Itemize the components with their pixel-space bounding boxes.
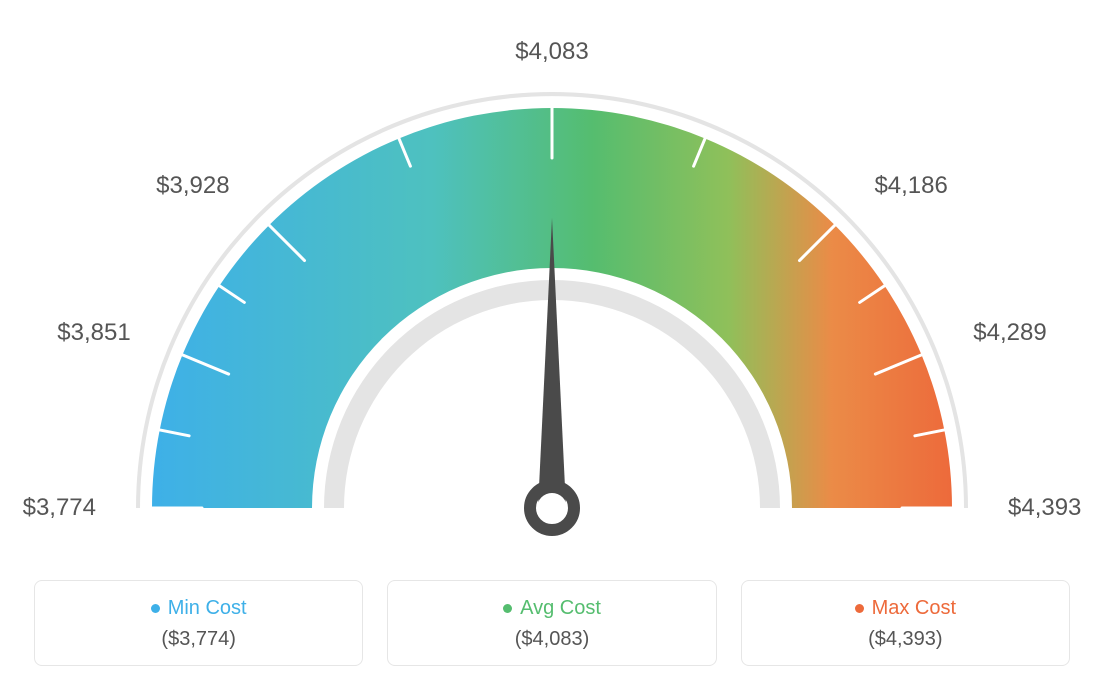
gauge-svg [102, 10, 1002, 570]
legend-title-max-text: Max Cost [872, 597, 956, 620]
legend-title-avg: Avg Cost [503, 597, 601, 620]
gauge-tick-label: $4,083 [512, 38, 592, 66]
legend-title-avg-text: Avg Cost [520, 597, 601, 620]
legend-dot-min [151, 604, 160, 613]
legend-value-min: ($3,774) [45, 628, 352, 651]
legend-row: Min Cost ($3,774) Avg Cost ($4,083) Max … [30, 580, 1074, 666]
legend-card-max: Max Cost ($4,393) [741, 580, 1070, 666]
gauge-chart-container: $3,774 $3,851 $3,928 $4,083 $4,186 $4,289 $4,3… [0, 0, 1104, 690]
legend-dot-avg [503, 604, 512, 613]
legend-value-max: ($4,393) [752, 628, 1059, 651]
legend-dot-max [855, 604, 864, 613]
legend-title-min-text: Min Cost [168, 597, 247, 620]
gauge-tick-label: $4,289 [973, 319, 1046, 347]
gauge-tick-label: $3,928 [150, 172, 230, 200]
gauge-tick-label: $3,851 [51, 319, 131, 347]
gauge-tick-label: $4,186 [874, 172, 947, 200]
gauge-area: $3,774$3,851$3,928$4,083$4,186$4,289$4,3… [30, 10, 1074, 570]
legend-title-min: Min Cost [151, 597, 247, 620]
gauge-tick-label: $4,393 [1008, 494, 1081, 522]
gauge-tick-label: $3,774 [16, 494, 96, 522]
legend-value-avg: ($4,083) [398, 628, 705, 651]
legend-card-min: Min Cost ($3,774) [34, 580, 363, 666]
legend-title-max: Max Cost [855, 597, 956, 620]
legend-card-avg: Avg Cost ($4,083) [387, 580, 716, 666]
